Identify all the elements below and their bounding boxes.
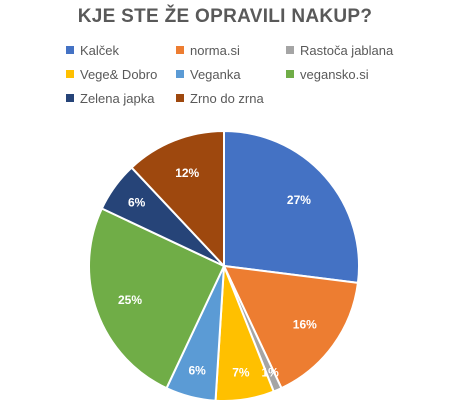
pie-data-labels: 27% 16% 1% 7% 6% 25% 6% 12% <box>118 166 317 380</box>
legend-swatch <box>176 46 184 54</box>
legend-swatch <box>66 94 74 102</box>
legend-label: Zelena japka <box>80 90 155 106</box>
legend-item: Zrno do zrna <box>176 89 286 107</box>
legend-swatch <box>286 70 294 78</box>
pie-data-label: 12% <box>175 166 199 180</box>
legend-item: Veganka <box>176 65 286 83</box>
legend-item: Vege& Dobro <box>66 65 176 83</box>
pie-slice <box>223 129 360 285</box>
legend-swatch <box>286 46 294 54</box>
pie-data-label: 6% <box>188 364 206 378</box>
pie-data-label: 25% <box>118 293 142 307</box>
pie-slices <box>88 129 360 402</box>
legend-swatch <box>176 94 184 102</box>
legend-item: norma.si <box>176 41 286 59</box>
pie-data-label: 16% <box>293 318 317 332</box>
pie-data-label: 27% <box>287 193 311 207</box>
chart-legend: Kalček norma.si Rastoča jablana Vege& Dobro… <box>66 41 450 107</box>
pie-data-label: 6% <box>128 196 146 210</box>
legend-label: norma.si <box>190 42 240 58</box>
pie-data-label: 7% <box>232 366 250 380</box>
legend-label: Rastoča jablana <box>300 42 394 58</box>
pie-slice <box>130 129 225 269</box>
legend-swatch <box>176 70 184 78</box>
pie-data-label: 1% <box>261 366 279 380</box>
legend-item: vegansko.si <box>286 65 436 83</box>
chart-title: KJE STE ŽE OPRAVILI NAKUP? <box>77 6 373 27</box>
pie-slice <box>222 264 360 390</box>
legend-item: Kalček <box>66 41 176 59</box>
legend-label: Kalček <box>80 42 120 58</box>
legend-label: vegansko.si <box>300 66 369 82</box>
pie-slice <box>88 207 226 390</box>
legend-label: Vege& Dobro <box>80 66 158 82</box>
legend-label: Zrno do zrna <box>190 90 264 106</box>
legend-swatch <box>66 46 74 54</box>
legend-item: Zelena japka <box>66 89 176 107</box>
legend-swatch <box>66 70 74 78</box>
legend-label: Veganka <box>190 66 241 82</box>
legend-item: Rastoča jablana <box>286 41 436 59</box>
